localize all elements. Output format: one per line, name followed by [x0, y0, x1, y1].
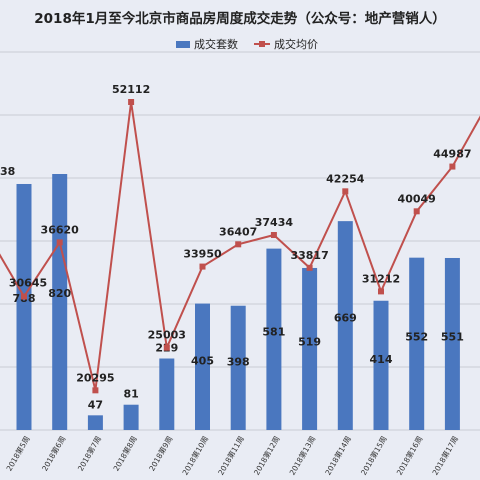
bar	[302, 267, 318, 430]
bar	[195, 303, 210, 430]
price-value-label-partial: 38	[0, 165, 15, 178]
bar-value-label: 552	[405, 330, 428, 343]
price-value-label: 33817	[290, 249, 328, 262]
price-value-label: 33950	[183, 248, 222, 261]
x-tick-label: 2018第10周	[180, 434, 210, 477]
bar	[52, 174, 68, 430]
price-point	[378, 288, 384, 295]
x-tick-label: 2018第17周	[430, 434, 460, 477]
bar-value-label: 551	[441, 331, 464, 344]
bar	[123, 404, 139, 430]
legend-line: 成交均价	[254, 36, 318, 52]
bar-value-label: 398	[227, 355, 250, 368]
price-point	[235, 241, 242, 248]
price-value-label: 52112	[112, 83, 150, 96]
price-value-label: 36620	[41, 223, 80, 236]
legend-bar-label: 成交套数	[194, 38, 238, 51]
x-tick-label: 2018第11周	[215, 434, 245, 477]
x-tick-label: 2018第12周	[251, 434, 281, 477]
bar-value-label: 414	[370, 353, 393, 366]
x-tick-label: 2018第15周	[358, 434, 388, 477]
price-point	[199, 263, 206, 270]
x-tick-label: 2018第13周	[287, 434, 317, 477]
price-point	[449, 163, 456, 170]
price-value-label: 30645	[9, 277, 47, 290]
price-point	[306, 264, 313, 271]
bar	[266, 248, 282, 430]
price-value-label: 44987	[433, 148, 471, 161]
chart-title: 2018年1月至今北京市商品房周度成交走势（公众号：地产营销人）	[34, 11, 446, 27]
legend-bar: 成交套数	[176, 36, 238, 52]
price-value-label: 40049	[398, 192, 436, 205]
price-value-label: 37434	[255, 216, 294, 229]
bar	[373, 300, 389, 430]
legend-line-label: 成交均价	[274, 38, 318, 51]
x-tick-label: 2018第16周	[394, 434, 424, 477]
bar	[87, 415, 103, 430]
bar	[409, 257, 425, 430]
price-value-label: 42254	[326, 172, 365, 185]
bar-value-label: 47	[88, 398, 103, 411]
bar-value-label: 820	[48, 287, 71, 300]
bar-value-label: 581	[262, 326, 285, 339]
bar	[230, 305, 246, 430]
bar-value-label: 405	[191, 354, 214, 367]
price-point	[342, 188, 349, 195]
x-tick-label: 2018第6周	[39, 434, 67, 473]
price-value-label: 25003	[148, 329, 186, 342]
bar-value-label: 81	[123, 388, 138, 401]
price-point	[128, 99, 135, 105]
price-value-label: 20295	[76, 371, 114, 384]
price-value-label: 31212	[362, 272, 400, 285]
price-value-label: 36407	[219, 225, 257, 238]
legend-bar-swatch	[176, 40, 190, 48]
price-point	[163, 344, 170, 351]
price-point	[56, 239, 63, 246]
x-tick-label: 2018第8周	[111, 434, 139, 473]
legend-line-swatch	[254, 40, 270, 48]
bar-value-label: 519	[298, 336, 321, 349]
x-tick-label: 2018第7周	[75, 434, 103, 473]
x-tick-label: 2018第5周	[4, 434, 32, 473]
bar	[337, 221, 353, 430]
bar	[16, 183, 32, 430]
price-point	[21, 293, 27, 300]
x-tick-label: 2018第9周	[146, 434, 174, 473]
price-point	[413, 208, 420, 215]
price-point	[270, 232, 277, 239]
bar-value-label: 669	[334, 311, 357, 324]
bar	[444, 257, 460, 430]
bar	[159, 358, 175, 430]
x-tick-label: 2018第14周	[323, 434, 353, 477]
price-point	[92, 387, 99, 394]
